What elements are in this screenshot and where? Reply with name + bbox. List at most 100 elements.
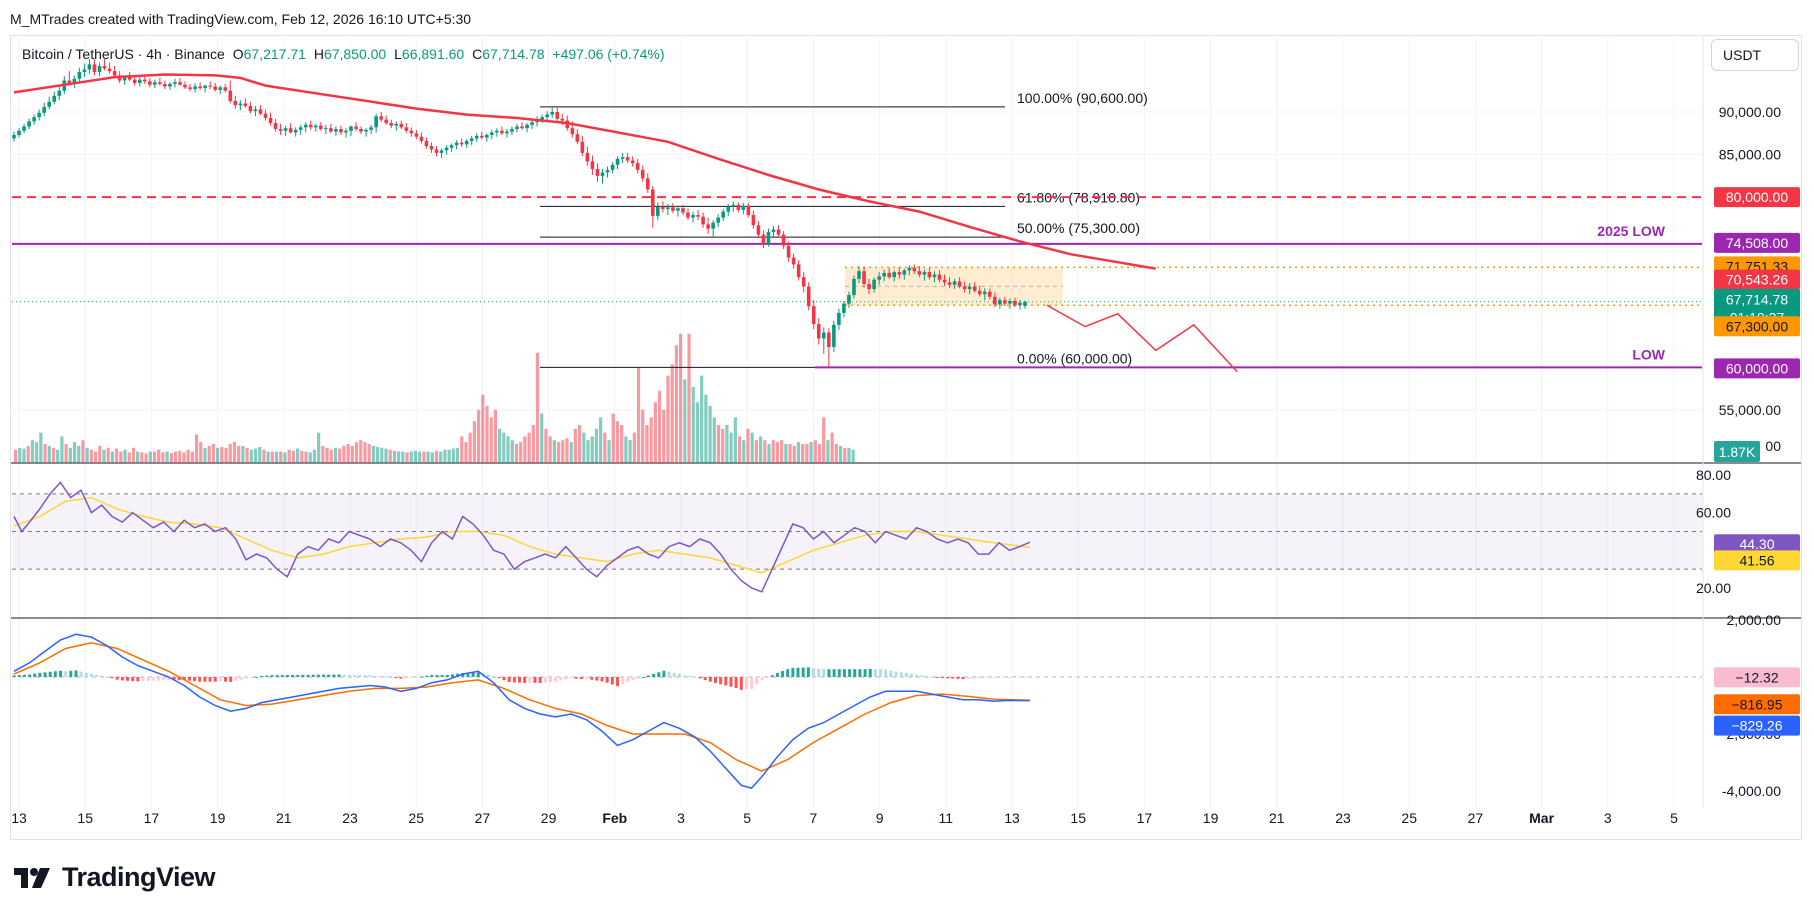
tradingview-logo[interactable]: TradingView [14, 862, 216, 893]
symbol-legend[interactable]: Bitcoin / TetherUS · 4h · Binance O67,21… [22, 46, 669, 62]
tag-74508: 74,508.00 [1726, 235, 1788, 251]
macd-histogram-bar [373, 675, 377, 677]
volume-bar [468, 432, 472, 463]
volume-bar [249, 449, 253, 463]
candle-body [364, 129, 368, 132]
macd-histogram-bar [775, 672, 779, 677]
volume-bar [224, 447, 228, 463]
chart-grid [12, 37, 1702, 808]
candle-body [424, 140, 429, 147]
time-axis-label: 23 [1335, 810, 1351, 826]
volume-bar [721, 428, 725, 463]
volume-bar [43, 444, 47, 463]
macd-histogram-bar [203, 677, 207, 682]
macd-histogram-bar [275, 675, 279, 677]
macd-histogram-bar [89, 673, 93, 677]
macd-histogram-bar [445, 674, 449, 677]
macd-histogram-bar [791, 667, 795, 677]
volume-bar [30, 440, 35, 463]
candle-body [887, 272, 891, 278]
symbol-title[interactable]: Bitcoin / TetherUS · 4h · Binance [22, 46, 225, 62]
tradingview-logo-text: TradingView [62, 862, 216, 892]
candle-body [927, 272, 932, 278]
tag-volume: 1.87K [1719, 444, 1756, 460]
time-axis-label: 9 [876, 810, 884, 826]
macd-histogram-bar [213, 677, 217, 682]
volume-bar [851, 449, 855, 463]
candle-body [781, 234, 786, 246]
volume-bar [207, 445, 211, 463]
volume-bar [312, 449, 317, 463]
candle-body [600, 172, 605, 176]
candle-body [313, 125, 318, 128]
candle-body [37, 112, 41, 118]
tag-74508-bg [1714, 232, 1800, 253]
candle-body [329, 128, 333, 132]
volume-bar [434, 450, 439, 463]
volume-bar [830, 432, 834, 463]
volume-bar [649, 417, 653, 463]
candle-body [339, 129, 343, 133]
macd-histogram-bar [368, 675, 372, 677]
low-label: LOW [1632, 346, 1665, 362]
macd-histogram-bar [884, 669, 888, 677]
volume-bar [35, 442, 39, 463]
volume-bar [750, 432, 754, 463]
macd-histogram-bar [332, 674, 336, 677]
candle-body [962, 286, 967, 290]
candle-body [82, 69, 87, 72]
tag-60000: 60,000.00 [1726, 360, 1788, 376]
currency-button[interactable]: USDT [1711, 39, 1799, 71]
low-value: 66,891.60 [401, 46, 465, 62]
candle-body [575, 134, 580, 142]
macd-histogram-bar [523, 677, 527, 683]
macd-histogram-bar [920, 675, 924, 677]
candle-body [67, 80, 72, 84]
macd-histogram-bar [744, 677, 748, 690]
macd-histogram-bar [951, 677, 955, 679]
candle-body [520, 126, 524, 129]
volume-bar [409, 451, 413, 463]
macd-histogram-bar [322, 674, 326, 677]
macd-histogram-bar [476, 672, 480, 677]
candle-body [510, 129, 514, 132]
candle-body [464, 140, 469, 145]
candle-body [761, 234, 766, 244]
macd-histogram-bar [729, 677, 733, 687]
macd-histogram-bar [977, 677, 981, 679]
macd-histogram-bar [414, 677, 418, 678]
price-axis-label: 55,000.00 [1719, 402, 1781, 418]
macd-histogram-bar [848, 669, 852, 677]
volume-bar [691, 387, 695, 463]
volume-bar [342, 445, 346, 463]
tag-80000-bg [1714, 187, 1800, 208]
volume-bar [300, 450, 304, 463]
volume-bar [725, 425, 729, 463]
candle-body [811, 306, 816, 325]
candle-body [474, 135, 479, 139]
macd-histogram-bar [636, 677, 640, 679]
volume-bar [338, 448, 342, 463]
candle-body [952, 281, 957, 285]
macd-histogram-bar [151, 677, 155, 681]
macd-histogram-bar [409, 677, 413, 678]
candle-body [620, 157, 625, 159]
candle-body [414, 133, 419, 137]
candle-body [349, 126, 353, 131]
candle-body [837, 312, 841, 325]
time-axis-label: 3 [1604, 810, 1612, 826]
macd-histogram-bar [363, 675, 367, 677]
macd-histogram-bar [832, 669, 836, 677]
candle-body [756, 225, 761, 235]
volume-bar [540, 413, 544, 463]
macd-panel [12, 633, 1702, 789]
macd-histogram-bar [471, 672, 475, 677]
macd-histogram-bar [208, 677, 212, 682]
macd-histogram-bar [842, 669, 846, 677]
candle-body [676, 208, 680, 211]
candle-body [218, 87, 223, 90]
volume-bar [695, 402, 700, 463]
macd-signal-line [13, 642, 1031, 772]
volume-bar [157, 449, 161, 463]
